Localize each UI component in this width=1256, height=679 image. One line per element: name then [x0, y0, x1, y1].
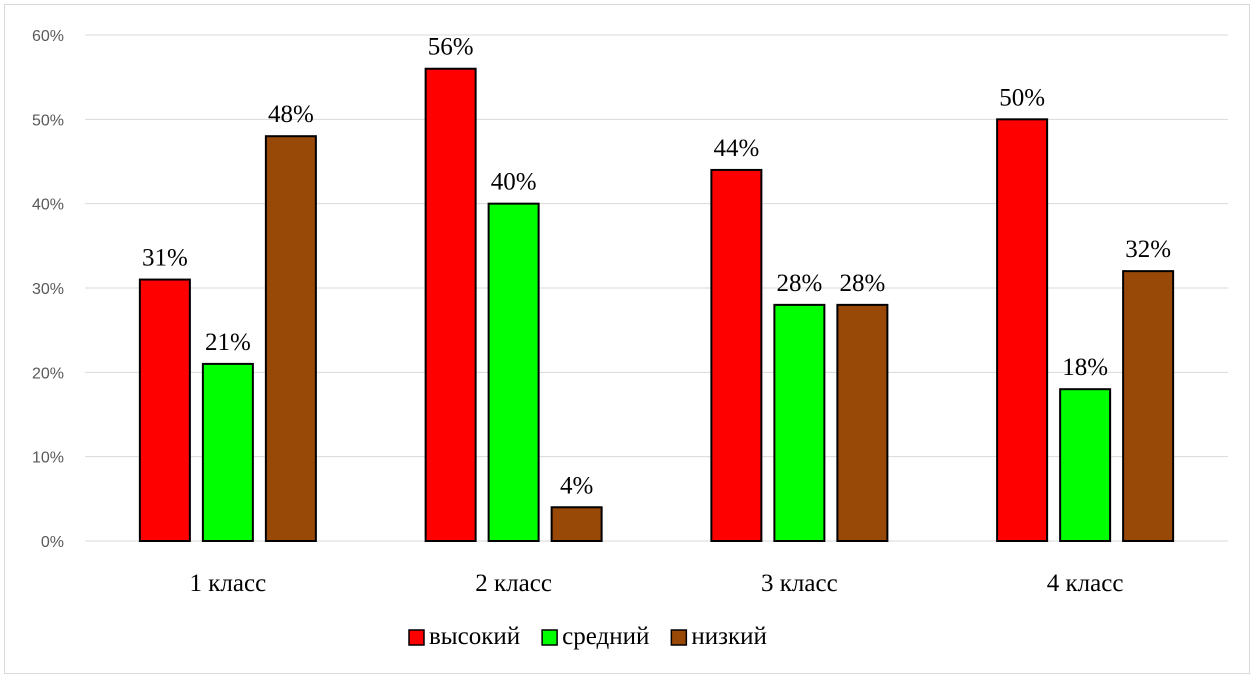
y-tick-label: 60% — [32, 28, 64, 45]
y-tick-label: 20% — [32, 365, 64, 382]
y-tick-label: 50% — [32, 112, 64, 129]
legend-label: средний — [562, 623, 649, 650]
bar — [264, 135, 317, 542]
data-label: 31% — [142, 245, 188, 272]
bar — [1122, 270, 1175, 542]
bar — [836, 303, 889, 542]
y-tick-label: 10% — [32, 450, 64, 467]
bar — [1059, 388, 1112, 543]
data-label: 28% — [839, 270, 885, 297]
legend-label: низкий — [691, 623, 767, 650]
data-label: 4% — [560, 472, 593, 499]
legend-swatch — [670, 629, 688, 646]
x-tick-label: 1 класс — [190, 570, 267, 597]
bar — [773, 303, 826, 542]
x-tick-label: 4 класс — [1047, 570, 1124, 597]
y-tick-label: 30% — [32, 281, 64, 298]
bar — [201, 362, 254, 542]
bar — [996, 118, 1049, 542]
x-tick-label: 2 класс — [475, 570, 552, 597]
bar — [424, 67, 477, 542]
data-label: 50% — [999, 84, 1045, 111]
data-label: 44% — [713, 135, 759, 162]
data-label: 21% — [205, 329, 251, 356]
bar — [138, 278, 191, 542]
bar — [710, 168, 763, 543]
data-label: 40% — [491, 169, 537, 196]
x-tick-label: 3 класс — [761, 570, 838, 597]
data-label: 56% — [428, 34, 474, 61]
legend-label: высокий — [429, 623, 520, 650]
y-tick-label: 0% — [41, 534, 64, 551]
data-label: 28% — [776, 270, 822, 297]
data-label: 48% — [268, 101, 314, 128]
data-label: 18% — [1062, 354, 1108, 381]
data-label: 32% — [1125, 236, 1171, 263]
legend-swatch — [408, 629, 425, 646]
legend-swatch — [541, 629, 558, 646]
y-tick-label: 40% — [32, 197, 64, 214]
bar — [487, 202, 540, 543]
bar — [550, 506, 603, 542]
